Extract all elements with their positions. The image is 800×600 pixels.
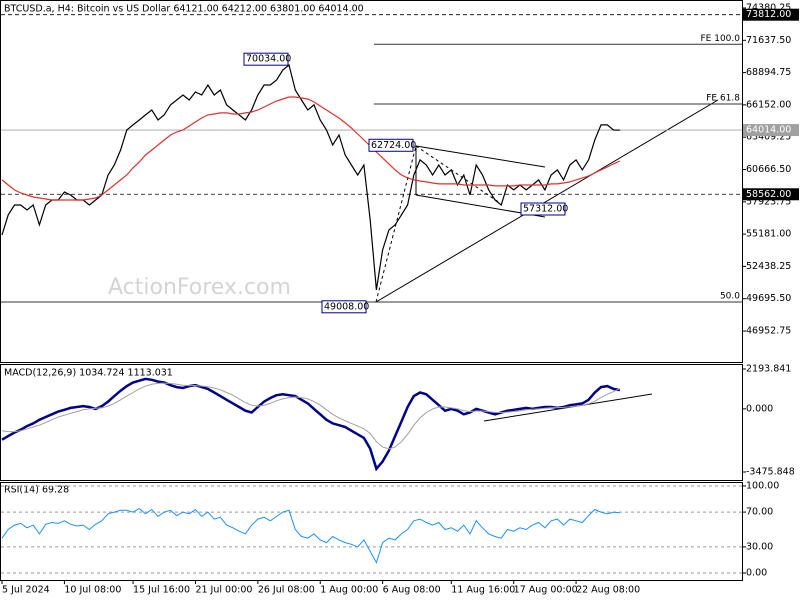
y-tick-label: 0.000	[746, 403, 773, 414]
projection	[415, 145, 501, 204]
main-frame	[0, 0, 743, 363]
annotation-box	[368, 138, 414, 152]
y-tick-label: 30.00	[746, 541, 773, 552]
level-label: FE 100.0	[701, 34, 741, 44]
x-tick-label: 1 Aug 00:00	[320, 585, 378, 596]
y-tick-label: 2193.841	[746, 363, 791, 374]
rsi-frame	[0, 482, 743, 581]
x-tick-label: 22 Aug 08:00	[576, 585, 640, 596]
macd-title: MACD(12,26,9) 1034.724 1113.031	[4, 368, 173, 379]
price-label: 73812.00	[746, 9, 791, 20]
level-label: FE 61.8	[706, 93, 740, 103]
x-tick-label: 15 Jul 16:00	[133, 585, 190, 596]
x-tick-label: 6 Aug 08:00	[383, 585, 441, 596]
y-tick-label: 52438.25	[746, 261, 791, 272]
y-tick-label: 63409.25	[746, 132, 791, 143]
annotation-label: 62724.00	[371, 140, 416, 151]
series-line	[1, 377, 621, 472]
series-line	[1, 96, 621, 201]
annotation-box	[321, 300, 367, 314]
trendline	[375, 99, 719, 303]
annotation-label: 57312.00	[523, 204, 568, 215]
x-tick-label: 26 Jul 08:00	[258, 585, 315, 596]
price-label-box	[743, 124, 799, 137]
annotation-box	[520, 202, 566, 216]
y-tick-label: 60666.50	[746, 164, 791, 175]
macd-frame	[0, 364, 743, 481]
level-label: 50.0	[720, 291, 740, 301]
series-line	[1, 507, 620, 564]
trendlines	[375, 99, 719, 422]
x-tick-label: 10 Jul 08:00	[64, 585, 121, 596]
y-tick-label: 74380.25	[746, 3, 791, 14]
y-tick-label: 46952.75	[746, 325, 791, 336]
x-tick-label: 11 Aug 16:00	[451, 585, 515, 596]
channel-line	[415, 145, 546, 168]
price-label-box	[743, 188, 799, 201]
y-tick-label: 55181.00	[746, 229, 791, 240]
annotation-label: 70034.00	[246, 54, 291, 65]
y-tick-label: 57923.75	[746, 196, 791, 207]
rsi-title: RSI(14) 69.28	[4, 485, 69, 496]
y-tick-label: 71637.50	[746, 35, 791, 46]
price-label: 58562.00	[746, 189, 791, 200]
y-tick-label: 49695.50	[746, 293, 791, 304]
x-tick-label: 17 Aug 00:00	[514, 585, 578, 596]
y-tick-label: 70.00	[746, 507, 773, 518]
x-tick-label: 5 Jul 2024	[2, 585, 50, 596]
price-label: 64014.00	[746, 125, 791, 136]
annotation-label: 49008.00	[324, 301, 369, 312]
series-line	[1, 382, 621, 450]
y-tick-label: 66152.00	[746, 99, 791, 110]
series-line	[1, 63, 620, 290]
y-tick-label: -3475.848	[746, 467, 795, 478]
price-label-box	[743, 8, 799, 21]
y-tick-label: 68894.75	[746, 67, 791, 78]
y-tick-label: 100.00	[746, 480, 779, 491]
watermark: ActionForex.com	[108, 275, 291, 300]
chart-title: BTCUSD.a, H4: Bitcoin vs US Dollar 64121…	[4, 4, 364, 15]
x-tick-label: 21 Jul 00:00	[195, 585, 252, 596]
annotation-box	[243, 52, 289, 66]
y-tick-label: 0.00	[746, 568, 767, 579]
